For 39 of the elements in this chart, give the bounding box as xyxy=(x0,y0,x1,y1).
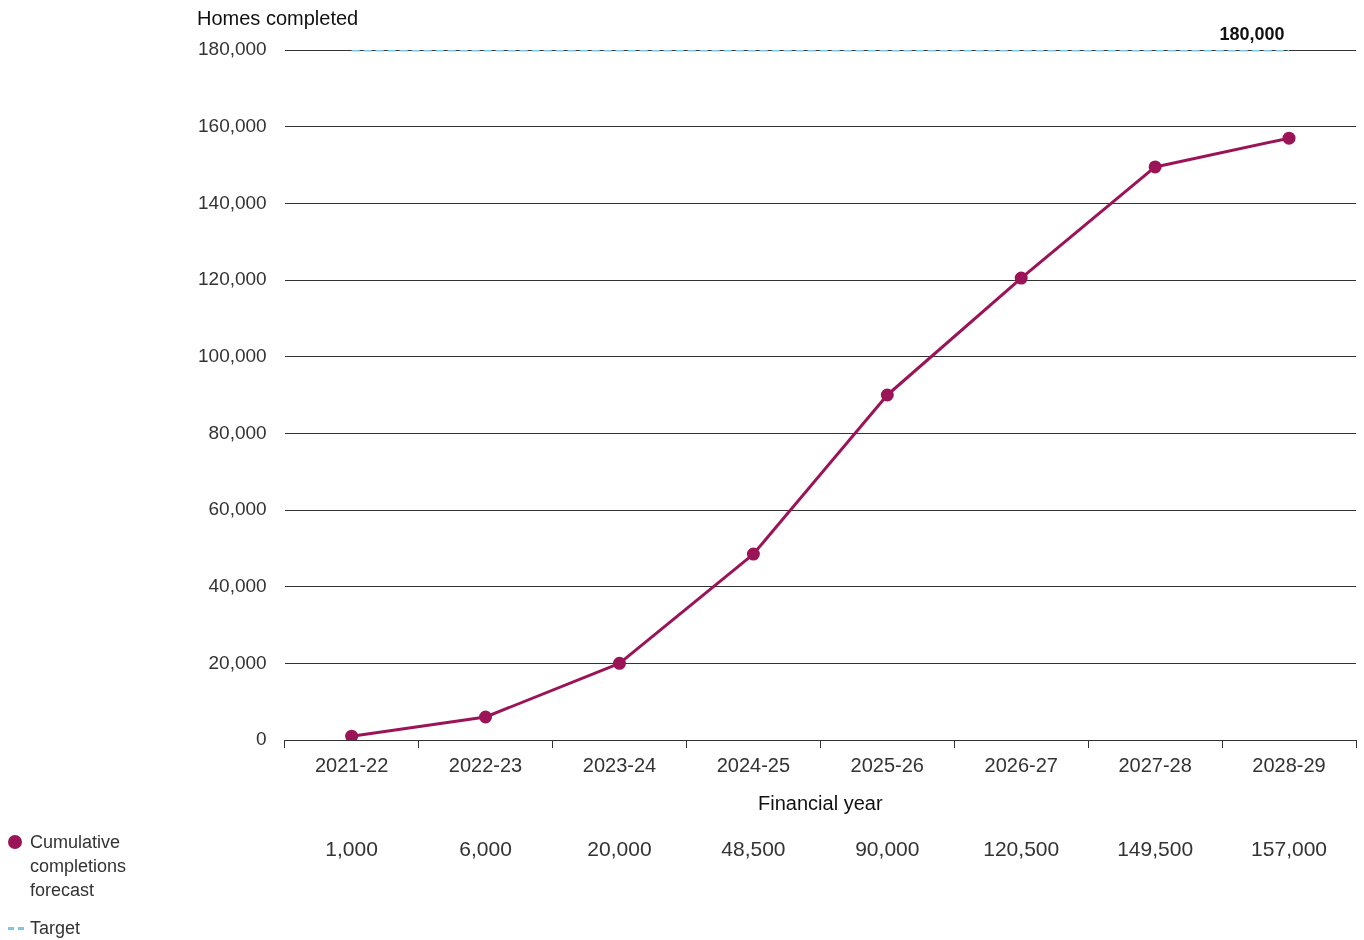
y-tick-label: 60,000 xyxy=(208,498,267,520)
x-tick-label: 2024-25 xyxy=(716,753,791,776)
point xyxy=(345,729,359,740)
data-label: 1,000 xyxy=(325,836,378,860)
point xyxy=(746,547,760,561)
x-tick-label: 2025-26 xyxy=(850,753,924,776)
point xyxy=(479,710,493,724)
data-label: 120,500 xyxy=(983,836,1060,860)
y-tick-label: 120,000 xyxy=(197,268,267,290)
point xyxy=(1282,131,1296,145)
legend-label: Cumulative completions forecast xyxy=(30,831,128,902)
x-tick-label: 2023-24 xyxy=(582,753,657,776)
x-tick-label: 2026-27 xyxy=(984,753,1058,776)
point xyxy=(1148,160,1162,174)
y-tick-label: 140,000 xyxy=(197,191,267,213)
data-label: 48,500 xyxy=(721,836,786,860)
x-tick-label: 2028-29 xyxy=(1252,753,1326,776)
x-axis-title: Financial year xyxy=(758,791,883,814)
point xyxy=(880,388,894,402)
data-label: 20,000 xyxy=(587,836,652,860)
point xyxy=(1014,271,1028,285)
y-tick-label: 20,000 xyxy=(208,651,267,673)
y-tick-label: 160,000 xyxy=(197,114,267,136)
y-axis-title: Homes completed xyxy=(197,6,359,29)
data-label: 6,000 xyxy=(459,836,512,860)
legend-label: Target xyxy=(30,917,81,940)
data-label: 157,000 xyxy=(1251,836,1327,860)
y-tick-label: 40,000 xyxy=(208,574,267,596)
annotation: 180,000 xyxy=(1219,23,1285,44)
x-tick-label: 2021-22 xyxy=(314,753,389,776)
x-tick-label: 2022-23 xyxy=(448,753,523,776)
point xyxy=(612,656,626,670)
y-tick-label: 180,000 xyxy=(197,38,267,60)
data-label: 90,000 xyxy=(855,836,920,860)
data-label: 149,500 xyxy=(1117,836,1194,860)
y-tick-label: 80,000 xyxy=(208,421,267,443)
x-tick-label: 2027-28 xyxy=(1118,753,1192,776)
y-tick-label: 100,000 xyxy=(197,344,267,366)
y-tick-label: 0 xyxy=(256,728,267,750)
